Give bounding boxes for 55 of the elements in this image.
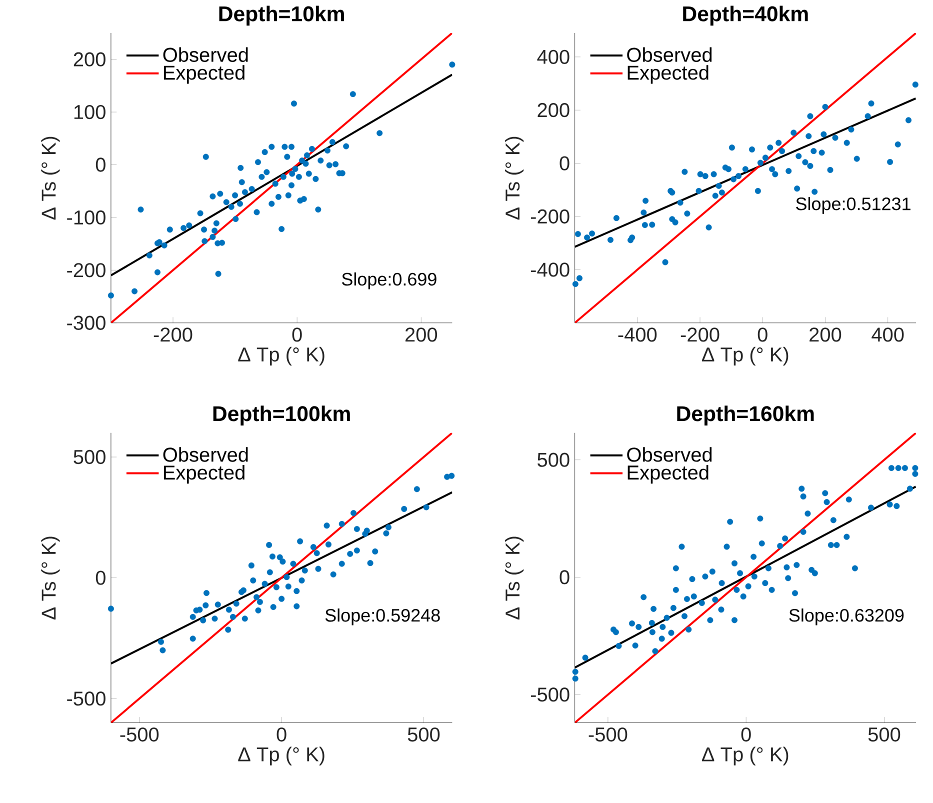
y-tick-label: -400 (530, 262, 570, 277)
legend-label: Expected (164, 465, 244, 484)
annotation: Slope:0.51231 (796, 197, 910, 214)
x-tick-label: 200 (810, 328, 842, 342)
y-tick-label: -500 (67, 692, 106, 706)
legend-label: Expected (628, 65, 708, 84)
x-tick-label: -200 (154, 328, 192, 342)
legend-label: Observed (163, 447, 248, 462)
y-tick-label: 0 (560, 156, 570, 171)
chart-title: Depth=40km (683, 6, 808, 26)
y-tick-label: 0 (96, 158, 106, 172)
x-tick-label: -200 (680, 328, 720, 342)
chart-title: Depth=10km (219, 6, 344, 26)
x-axis-title: Δ Tp (° K) (238, 347, 324, 366)
y-tick-label: -300 (67, 316, 106, 330)
chart-title: Depth=100km (213, 406, 350, 426)
y-axis-title: Δ Ts (° K) (504, 536, 524, 620)
y-tick-label: -200 (67, 263, 106, 278)
y-tick-label: 200 (538, 103, 570, 118)
y-tick-label: 0 (560, 570, 570, 584)
x-tick-label: 0 (292, 328, 302, 342)
y-tick-label: 0 (96, 570, 106, 586)
y-tick-label: 500 (538, 452, 570, 468)
chart-title: Depth=160km (677, 406, 814, 426)
legend-label: Observed (627, 47, 712, 62)
x-axis-title: Δ Tp (° K) (702, 746, 788, 766)
x-tick-label: -500 (120, 728, 159, 742)
legend-label: Observed (163, 47, 248, 62)
x-tick-label: 200 (405, 328, 438, 342)
x-tick-label: 0 (758, 328, 768, 342)
x-tick-label: 0 (741, 728, 751, 742)
y-tick-label: -100 (67, 210, 106, 225)
y-tick-label: 100 (74, 105, 106, 120)
annotation: Slope:0.63209 (789, 608, 904, 626)
x-tick-label: 500 (408, 728, 440, 742)
x-axis-title: Δ Tp (° K) (238, 746, 324, 766)
legend-label: Expected (628, 465, 708, 484)
x-tick-label: -500 (588, 728, 628, 742)
y-tick-label: 500 (74, 450, 106, 464)
y-axis-title: Δ Ts (° K) (41, 536, 60, 620)
y-tick-label: -500 (530, 688, 570, 702)
x-tick-label: -400 (618, 328, 657, 342)
y-axis-title: Δ Ts (° K) (41, 136, 60, 220)
legend-label: Expected (164, 65, 244, 84)
annotation: Slope:0.59248 (325, 608, 440, 626)
annotation: Slope:0.699 (342, 272, 436, 290)
y-tick-label: -200 (530, 210, 570, 224)
x-axis-title: Δ Tp (° K) (702, 347, 788, 366)
legend-label: Observed (627, 447, 712, 462)
x-tick-label: 0 (276, 728, 286, 742)
y-axis-title: Δ Ts (° K) (504, 136, 524, 220)
x-tick-label: 400 (872, 328, 904, 342)
y-tick-label: 400 (537, 50, 570, 64)
x-tick-label: 500 (868, 728, 900, 742)
y-tick-label: 200 (74, 52, 106, 67)
